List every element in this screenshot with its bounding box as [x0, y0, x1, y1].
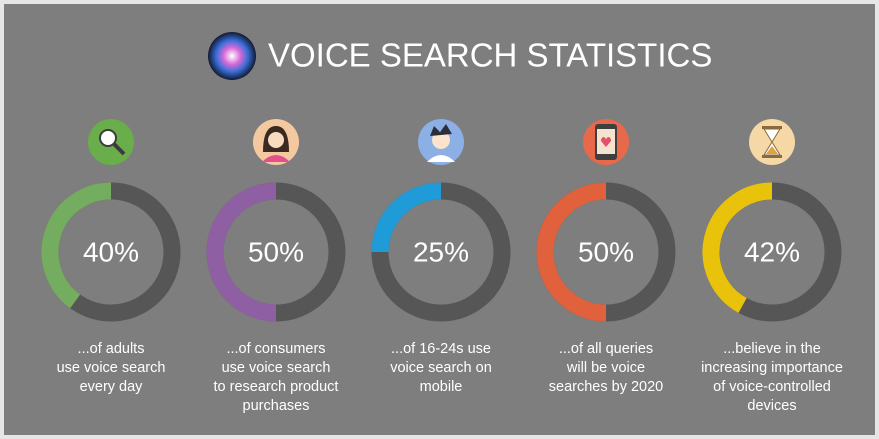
caption-line: to research product	[214, 379, 339, 395]
caption-line: purchases	[243, 398, 310, 414]
donut-value-label: 40%	[83, 236, 139, 267]
caption-line: every day	[80, 379, 144, 395]
caption-line: ...of all queries	[559, 341, 653, 357]
caption-line: ...believe in the	[723, 341, 821, 357]
caption-line: of voice-controlled	[713, 379, 831, 395]
donut-value-label: 42%	[744, 236, 800, 267]
icon-search	[88, 119, 134, 165]
caption-line: will be voice	[566, 360, 645, 376]
donut-value-label: 50%	[248, 236, 304, 267]
icon-young-man	[418, 119, 464, 165]
caption-line: ...of 16-24s use	[391, 341, 491, 357]
icon-phone	[583, 119, 629, 165]
donut-value-label: 50%	[578, 236, 634, 267]
caption-line: use voice search	[222, 360, 331, 376]
caption-line: increasing importance	[701, 360, 843, 376]
donut-arc	[702, 182, 773, 313]
icon-hourglass	[749, 119, 795, 165]
caption-line: ...of consumers	[226, 341, 325, 357]
caption-line: ...of adults	[78, 341, 145, 357]
donut-arc	[536, 182, 607, 322]
icon-woman	[253, 119, 299, 165]
caption-line: devices	[747, 398, 796, 414]
caption-line: use voice search	[57, 360, 166, 376]
donut-arc	[206, 182, 277, 322]
siri-logo	[208, 32, 256, 80]
donut-arc	[41, 182, 112, 309]
donut-arc	[371, 182, 442, 253]
caption-line: searches by 2020	[549, 379, 663, 395]
donut-value-label: 25%	[413, 236, 469, 267]
caption-line: mobile	[420, 379, 463, 395]
caption-line: voice search on	[390, 360, 492, 376]
title: VOICE SEARCH STATISTICS	[268, 37, 712, 74]
